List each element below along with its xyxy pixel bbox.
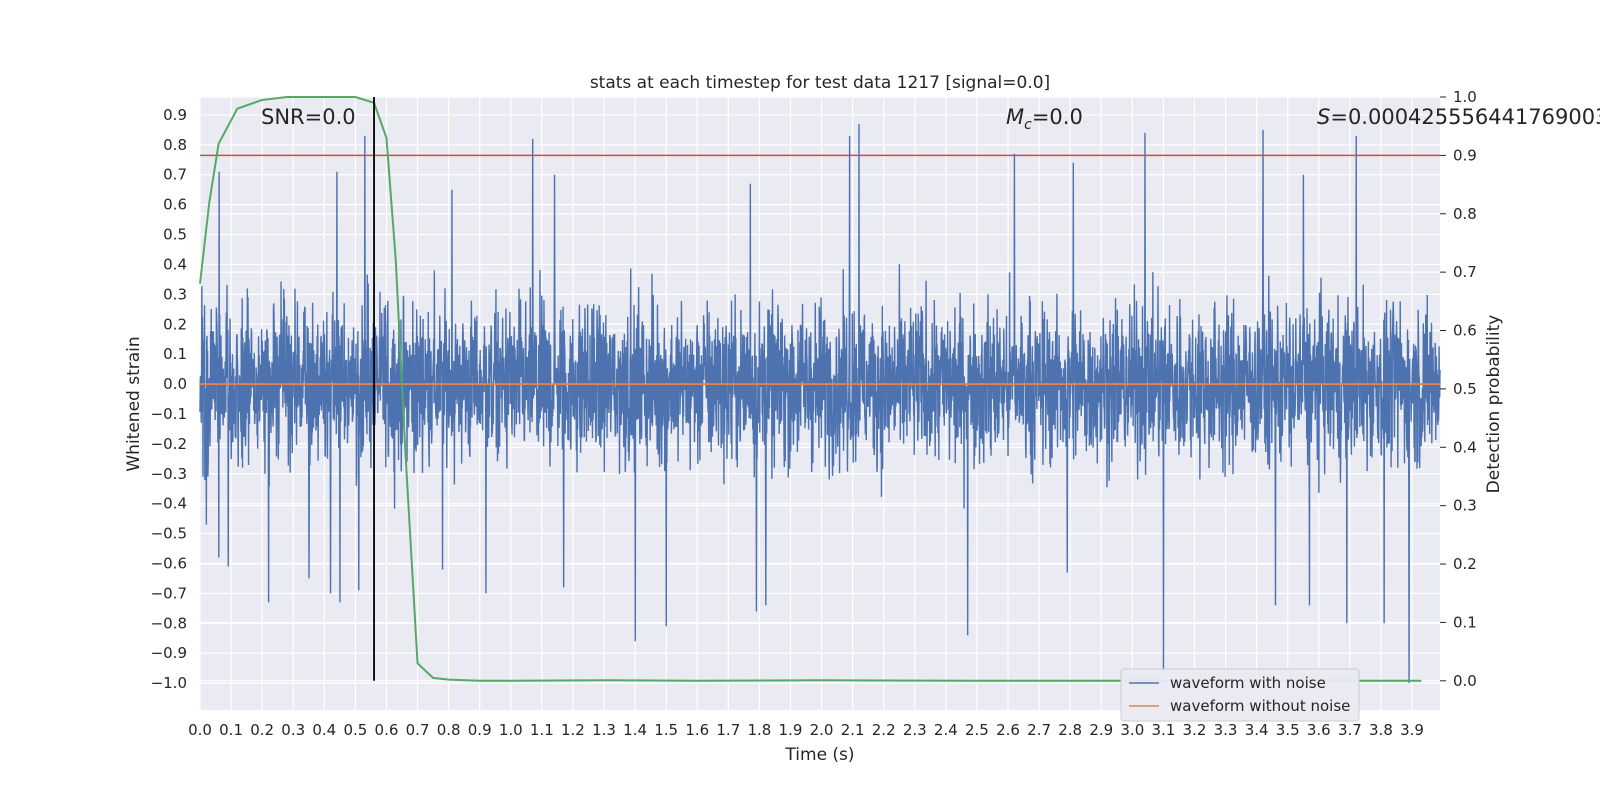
y2-tick-label: 0.9 <box>1453 146 1477 164</box>
mc-annotation: Mc=0.0 <box>1006 105 1083 133</box>
snr-annotation: SNR=0.0 <box>261 105 356 129</box>
x-tick-label: 3.6 <box>1307 721 1331 739</box>
y2-tick-label: 0.1 <box>1453 613 1477 631</box>
y-tick-label: 0.9 <box>163 106 187 124</box>
y-tick-label: 0.2 <box>163 315 187 333</box>
x-tick-label: 2.2 <box>872 721 896 739</box>
x-tick-label: 3.5 <box>1276 721 1300 739</box>
legend-box <box>1120 668 1360 722</box>
x-tick-label: 1.4 <box>623 721 647 739</box>
mc-value: =0.0 <box>1032 105 1083 129</box>
y-tick-label: −1.0 <box>151 674 187 692</box>
x-tick-label: 1.9 <box>779 721 803 739</box>
x-tick-label: 1.1 <box>530 721 554 739</box>
s-annotation: S=0.000425556441769003 <box>1317 105 1600 129</box>
y2-tick-label: 0.5 <box>1453 380 1477 398</box>
x-tick-label: 0.3 <box>281 721 305 739</box>
y-tick-label: −0.5 <box>151 525 187 543</box>
y-tick-label: −0.9 <box>151 644 187 662</box>
y-tick-label: 0.5 <box>163 226 187 244</box>
s-symbol: S <box>1317 105 1330 129</box>
x-tick-label: 1.2 <box>561 721 585 739</box>
y-tick-label: 0.6 <box>163 196 187 214</box>
y-tick-label: −0.2 <box>151 435 187 453</box>
y2-tick-label: 0.3 <box>1453 497 1477 515</box>
y-tick-label: 0.3 <box>163 285 187 303</box>
x-tick-label: 2.1 <box>841 721 865 739</box>
x-tick-label: 1.7 <box>716 721 740 739</box>
x-tick-label: 1.0 <box>499 721 523 739</box>
x-tick-label: 3.9 <box>1400 721 1424 739</box>
chart-title: stats at each timestep for test data 121… <box>590 73 1050 93</box>
x-tick-label: 0.9 <box>468 721 492 739</box>
x-tick-label: 1.8 <box>747 721 771 739</box>
x-tick-label: 0.7 <box>406 721 430 739</box>
y2-tick-label: 0.7 <box>1453 263 1477 281</box>
x-axis-label: Time (s) <box>784 745 854 765</box>
x-tick-label: 2.3 <box>903 721 927 739</box>
x-tick-label: 3.0 <box>1120 721 1144 739</box>
y-tick-label: −0.8 <box>151 614 187 632</box>
x-tick-labels: 0.0 0.1 0.2 0.3 0.4 0.5 0.6 0.7 0.8 0.9 1.0 1.1 1.2 1… <box>188 721 1424 739</box>
x-tick-label: 2.8 <box>1058 721 1082 739</box>
y2-tick-label: 0.6 <box>1453 322 1477 340</box>
legend-label-noise: waveform with noise <box>1170 674 1326 692</box>
x-tick-label: 0.4 <box>312 721 336 739</box>
y2-tick-label: 1.0 <box>1453 88 1477 106</box>
legend-label-clean: waveform without noise <box>1170 697 1350 715</box>
x-tick-label: 0.2 <box>250 721 274 739</box>
y2-tick-label: 0.8 <box>1453 205 1477 223</box>
y2-tick-labels: 0.0 0.1 0.2 0.3 0.4 0.5 0.6 0.7 0.8 0.9 1.0 <box>1440 88 1477 690</box>
x-tick-label: 2.5 <box>965 721 989 739</box>
x-tick-label: 1.6 <box>685 721 709 739</box>
y-tick-label: 0.8 <box>163 136 187 154</box>
x-tick-label: 3.2 <box>1183 721 1207 739</box>
y-tick-label: −0.7 <box>151 584 187 602</box>
series-detection-probability <box>199 96 1422 682</box>
y-tick-label: 0.0 <box>163 375 187 393</box>
x-tick-label: 3.3 <box>1214 721 1238 739</box>
y-axis-label: Whitened strain <box>124 336 144 471</box>
y-tick-label: −0.3 <box>151 465 187 483</box>
series-waveform-with-noise <box>199 123 1441 684</box>
y-tick-label: −0.1 <box>151 405 187 423</box>
y2-axis-label: Detection probability <box>1484 315 1504 494</box>
x-tick-label: 3.7 <box>1338 721 1362 739</box>
x-tick-label: 3.4 <box>1245 721 1269 739</box>
x-tick-label: 2.0 <box>810 721 834 739</box>
x-tick-label: 1.3 <box>592 721 616 739</box>
x-tick-label: 2.9 <box>1089 721 1113 739</box>
y-tick-label: 0.4 <box>163 255 187 273</box>
x-tick-label: 0.5 <box>343 721 367 739</box>
s-value: =0.000425556441769003 <box>1330 105 1600 129</box>
y-tick-labels: −1.0 −0.9 −0.8 −0.7 −0.6 −0.5 −0.4 −0.3 −0.2 −0.1… <box>151 106 187 692</box>
x-tick-label: 2.4 <box>934 721 958 739</box>
series-layer <box>199 96 1441 684</box>
y2-tick-label: 0.2 <box>1453 555 1477 573</box>
x-tick-label: 2.7 <box>1027 721 1051 739</box>
y-tick-label: 0.1 <box>163 345 187 363</box>
legend: waveform with noise waveform without noi… <box>1120 668 1360 722</box>
x-tick-label: 0.0 <box>188 721 212 739</box>
x-tick-label: 3.1 <box>1151 721 1175 739</box>
y-tick-label: −0.4 <box>151 495 187 513</box>
x-tick-label: 1.5 <box>654 721 678 739</box>
x-tick-label: 0.8 <box>437 721 461 739</box>
mc-subscript: c <box>1024 117 1032 133</box>
y-tick-label: −0.6 <box>151 554 187 572</box>
y-tick-label: 0.7 <box>163 166 187 184</box>
x-tick-label: 2.6 <box>996 721 1020 739</box>
x-tick-label: 0.1 <box>219 721 243 739</box>
mc-symbol: M <box>1006 105 1024 129</box>
y2-tick-label: 0.4 <box>1453 438 1477 456</box>
y2-tick-label: 0.0 <box>1453 672 1477 690</box>
x-tick-label: 3.8 <box>1369 721 1393 739</box>
x-tick-label: 0.6 <box>375 721 399 739</box>
